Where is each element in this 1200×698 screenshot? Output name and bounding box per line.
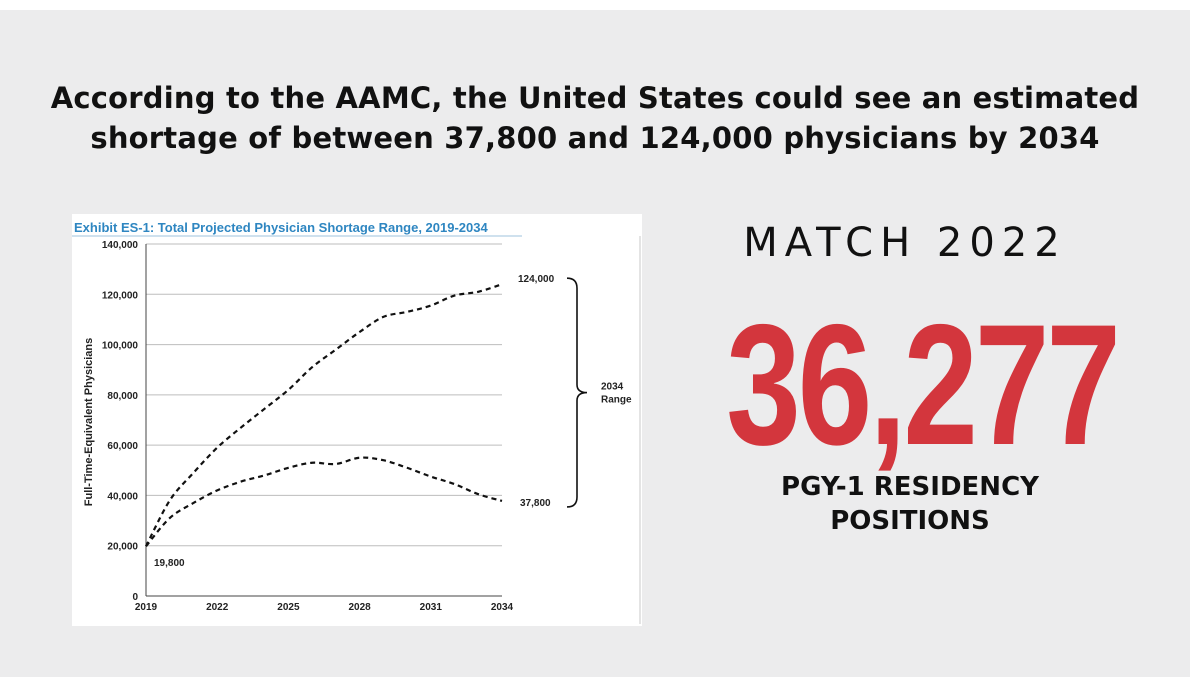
positions-caption-line-1: PGY-1 RESIDENCY [781, 472, 1039, 502]
range-label-year: 2034 [601, 382, 624, 393]
high-value-label: 124,000 [518, 274, 555, 285]
y-tick-label: 40,000 [107, 491, 138, 502]
range-bracket [566, 277, 588, 508]
series [145, 283, 503, 547]
grid [146, 243, 502, 547]
match-title: MATCH 2022 [743, 220, 1067, 266]
x-tick-label: 2034 [491, 602, 514, 613]
high-estimate-line [145, 283, 503, 547]
annotations: 19,800 124,000 37,800 2034 Range [154, 274, 632, 569]
x-tick-label: 2028 [348, 602, 371, 613]
axes: 0 20,000 40,000 60,000 80,000 100,000 120,000 1… [102, 240, 514, 613]
y-tick-label: 80,000 [107, 391, 138, 402]
headline: According to the AAMC, the United States… [20, 78, 1170, 158]
positions-count: 36,277 [726, 289, 1121, 481]
start-value-label: 19,800 [154, 558, 185, 569]
x-tick-label: 2031 [420, 602, 443, 613]
x-tick-label: 2025 [277, 602, 300, 613]
top-border [0, 0, 1200, 10]
headline-line-1: According to the AAMC, the United States… [50, 81, 1140, 115]
y-tick-label: 60,000 [107, 441, 138, 452]
right-border [1190, 0, 1200, 698]
headline-line-2: shortage of between 37,800 and 124,000 p… [90, 121, 1100, 155]
range-label-text: Range [601, 395, 632, 406]
chart-panel: Exhibit ES-1: Total Projected Physician … [72, 214, 642, 626]
x-tick-label: 2019 [135, 602, 158, 613]
y-tick-label: 140,000 [102, 240, 139, 251]
positions-caption: PGY-1 RESIDENCY POSITIONS [720, 470, 1100, 538]
y-tick-label: 20,000 [107, 542, 138, 553]
x-tick-label: 2022 [206, 602, 229, 613]
y-tick-label: 120,000 [102, 290, 139, 301]
y-tick-label: 0 [132, 592, 138, 603]
y-axis-label: Full-Time-Equivalent Physicians [83, 338, 95, 507]
bottom-border [0, 677, 1200, 698]
low-value-label: 37,800 [520, 498, 551, 509]
low-estimate-line [145, 456, 503, 547]
y-tick-label: 100,000 [102, 341, 139, 352]
shortage-chart: Exhibit ES-1: Total Projected Physician … [72, 220, 641, 624]
chart-title: Exhibit ES-1: Total Projected Physician … [74, 220, 488, 235]
positions-caption-line-2: POSITIONS [830, 506, 990, 536]
